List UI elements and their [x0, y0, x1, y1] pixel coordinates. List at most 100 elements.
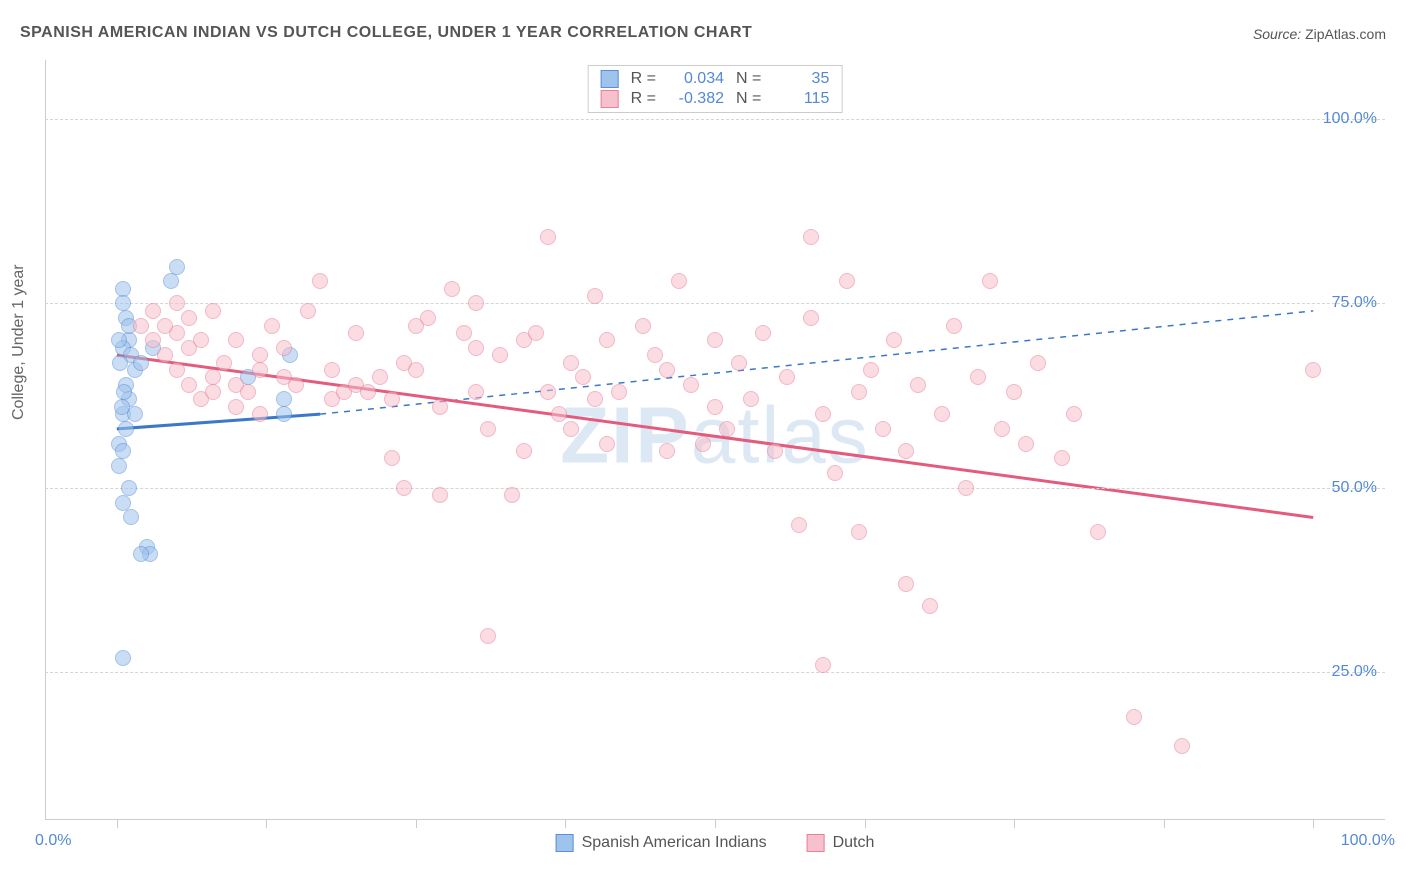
data-point [384, 391, 400, 407]
data-point [683, 377, 699, 393]
data-point [875, 421, 891, 437]
stat-n-label: N = [736, 70, 761, 88]
data-point [420, 310, 436, 326]
data-point [116, 384, 132, 400]
stats-row: R =-0.382N =115 [601, 90, 830, 108]
footer-legend-item: Dutch [807, 834, 875, 852]
data-point [115, 650, 131, 666]
data-point [112, 355, 128, 371]
grid-line [45, 119, 1385, 120]
x-tick [1014, 820, 1015, 828]
stat-n-value: 115 [773, 90, 829, 108]
data-point [264, 318, 280, 334]
data-point [599, 332, 615, 348]
data-point [779, 369, 795, 385]
plot-area: ZIPatlas R =0.034N =35R =-0.382N =115 0.… [45, 60, 1385, 820]
x-tick [1313, 820, 1314, 828]
data-point [528, 325, 544, 341]
data-point [707, 332, 723, 348]
grid-line [45, 672, 1385, 673]
data-point [587, 288, 603, 304]
data-point [1126, 709, 1142, 725]
stat-r-label: R = [631, 90, 656, 108]
legend-swatch [601, 90, 619, 108]
y-tick-label: 50.0% [1332, 479, 1377, 497]
data-point [216, 355, 232, 371]
data-point [468, 384, 484, 400]
legend-label: Spanish American Indians [582, 834, 767, 852]
data-point [111, 332, 127, 348]
data-point [516, 443, 532, 459]
data-point [115, 443, 131, 459]
data-point [169, 295, 185, 311]
data-point [205, 369, 221, 385]
data-point [169, 362, 185, 378]
data-point [133, 318, 149, 334]
data-point [1054, 450, 1070, 466]
data-point [982, 273, 998, 289]
legend-swatch [601, 70, 619, 88]
data-point [898, 443, 914, 459]
stats-legend-box: R =0.034N =35R =-0.382N =115 [588, 65, 843, 113]
x-tick [266, 820, 267, 828]
stats-row: R =0.034N =35 [601, 70, 830, 88]
grid-line [45, 303, 1385, 304]
data-point [300, 303, 316, 319]
data-point [396, 480, 412, 496]
data-point [1018, 436, 1034, 452]
data-point [504, 487, 520, 503]
data-point [324, 362, 340, 378]
data-point [755, 325, 771, 341]
data-point [312, 273, 328, 289]
y-tick-label: 75.0% [1332, 294, 1377, 312]
x-tick [715, 820, 716, 828]
y-tick-label: 100.0% [1323, 110, 1377, 128]
legend-swatch [556, 834, 574, 852]
footer-legend: Spanish American Indians Dutch [556, 834, 875, 852]
data-point [1090, 524, 1106, 540]
stat-n-value: 35 [773, 70, 829, 88]
data-point [111, 458, 127, 474]
data-point [635, 318, 651, 334]
data-point [228, 332, 244, 348]
data-point [551, 406, 567, 422]
stat-r-label: R = [631, 70, 656, 88]
data-point [276, 391, 292, 407]
data-point [252, 406, 268, 422]
data-point [193, 332, 209, 348]
data-point [1066, 406, 1082, 422]
data-point [671, 273, 687, 289]
data-point [205, 384, 221, 400]
data-point [815, 657, 831, 673]
data-point [886, 332, 902, 348]
data-point [659, 362, 675, 378]
data-point [288, 377, 304, 393]
data-point [719, 421, 735, 437]
data-point [169, 259, 185, 275]
data-point [540, 229, 556, 245]
data-point [240, 384, 256, 400]
data-point [133, 546, 149, 562]
data-point [695, 436, 711, 452]
source-value: ZipAtlas.com [1305, 26, 1386, 42]
y-tick-label: 25.0% [1332, 663, 1377, 681]
data-point [767, 443, 783, 459]
y-axis-label: College, Under 1 year [10, 264, 28, 420]
data-point [118, 421, 134, 437]
data-point [898, 576, 914, 592]
x-min-label: 0.0% [35, 832, 71, 850]
data-point [456, 325, 472, 341]
data-point [157, 318, 173, 334]
data-point [863, 362, 879, 378]
stat-r-value: -0.382 [668, 90, 724, 108]
data-point [133, 355, 149, 371]
x-tick [865, 820, 866, 828]
data-point [1305, 362, 1321, 378]
data-point [1030, 355, 1046, 371]
data-point [815, 406, 831, 422]
legend-label: Dutch [833, 834, 875, 852]
x-max-label: 100.0% [1341, 832, 1395, 850]
data-point [707, 399, 723, 415]
data-point [803, 229, 819, 245]
data-point [743, 391, 759, 407]
